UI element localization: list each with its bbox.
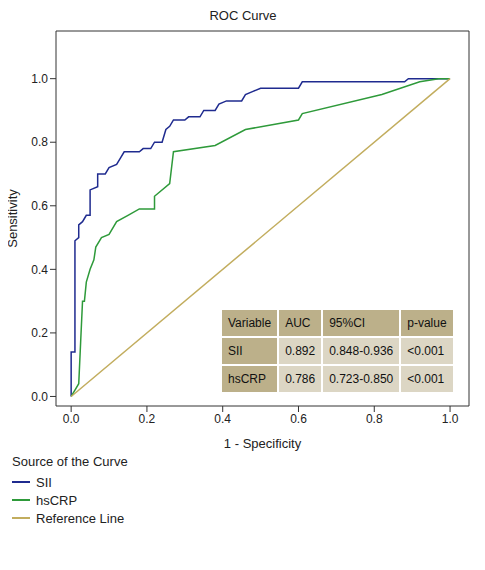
svg-text:0.4: 0.4: [214, 412, 231, 426]
svg-text:1.0: 1.0: [31, 72, 48, 86]
html-text:0.892: 0.892: [285, 344, 316, 358]
svg-text:1 - Specificity: 1 - Specificity: [224, 436, 302, 451]
html-text:0.723-0.850: 0.723-0.850: [329, 372, 394, 386]
html-text:p-value: p-value: [407, 316, 447, 330]
html-text:hsCRP: hsCRP: [228, 372, 266, 386]
svg-text:0.0: 0.0: [31, 390, 48, 404]
svg-text:0.0: 0.0: [63, 412, 80, 426]
html-text:<0.001: <0.001: [407, 344, 445, 358]
svg-text:0.8: 0.8: [366, 412, 383, 426]
html-text:0.786: 0.786: [285, 372, 316, 386]
html-text:AUC: AUC: [285, 316, 311, 330]
svg-text:0.2: 0.2: [31, 326, 48, 340]
html-text:SII: SII: [36, 474, 52, 490]
svg-text:Sensitivity: Sensitivity: [8, 189, 20, 248]
svg-text:0.2: 0.2: [139, 412, 156, 426]
html-text:SII: SII: [228, 344, 243, 358]
svg-text:0.6: 0.6: [290, 412, 307, 426]
html-text:95%CI: 95%CI: [329, 316, 366, 330]
html-text:Source of the Curve: Source of the Curve: [12, 454, 128, 469]
svg-text:0.4: 0.4: [31, 263, 48, 277]
html-text:Reference Line: Reference Line: [36, 510, 125, 526]
svg-text:0.6: 0.6: [31, 199, 48, 213]
html-text:0.848-0.936: 0.848-0.936: [329, 344, 394, 358]
html-text:ROC Curve: ROC Curve: [209, 8, 277, 23]
svg-text:0.8: 0.8: [31, 135, 48, 149]
html-text:<0.001: <0.001: [407, 372, 445, 386]
html-text:Variable: Variable: [228, 316, 272, 330]
html-text:hsCRP: hsCRP: [36, 492, 78, 508]
svg-text:1.0: 1.0: [442, 412, 459, 426]
